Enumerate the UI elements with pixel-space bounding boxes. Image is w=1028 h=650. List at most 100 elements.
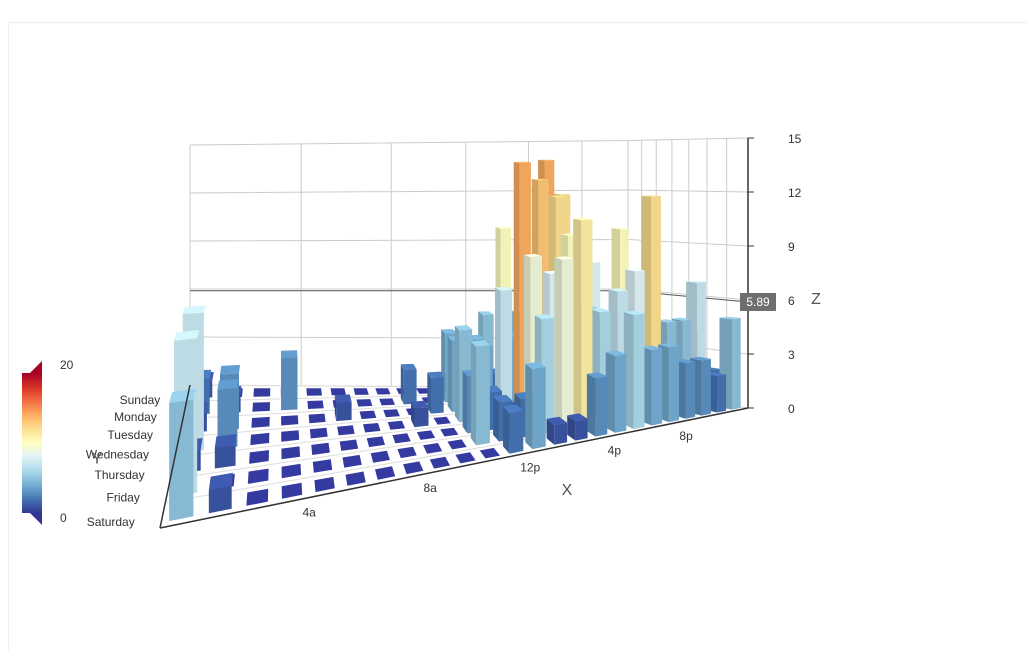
bar [387,420,406,430]
z-tick-label: 3 [788,348,795,362]
bar-top [375,388,391,395]
bar-top [447,439,467,450]
bar [546,416,568,445]
bar-top [433,416,451,425]
bar-side [546,418,555,445]
bar-top [495,226,511,229]
bar-front [403,369,417,405]
bar-top [247,468,269,484]
bar-top [281,446,301,460]
bar [403,461,424,475]
bar [247,468,269,484]
bar-top [375,466,396,480]
bar [375,466,396,480]
visual-map-min: 0 [60,511,67,525]
bar-front [431,377,444,414]
x-tick-label: 12p [520,461,540,475]
bar-top [308,413,326,424]
bar [356,399,373,407]
bar [400,363,417,405]
x-tick-label: 8a [423,481,437,495]
bar [281,446,301,460]
bar-front [701,358,711,416]
bar-front [476,345,490,446]
bar [309,427,328,439]
bar-top [249,450,269,464]
bar-top [252,402,270,412]
z-tick-label: 9 [788,240,795,254]
bar-top [591,308,611,313]
y-tick-label: Friday [107,491,140,505]
bar-top [217,379,239,390]
visual-map-bar [22,373,42,513]
bar [253,388,271,397]
bar [342,454,362,468]
bar-top [567,413,588,421]
bar-top [392,433,411,444]
z-tick-label: 12 [788,186,802,200]
bar [345,471,366,486]
bar-front [685,361,696,419]
bar-top [671,317,692,321]
bar-top [554,256,574,260]
bar-top [253,388,271,397]
bar-top [306,388,322,396]
visual-map-max: 20 [60,358,74,372]
bar [363,423,381,433]
bar-front [500,289,513,418]
bar-top [311,442,330,455]
bar-top [656,319,677,323]
bar [623,310,645,430]
x-tick-label: 8p [679,429,693,443]
z-tick-label: 0 [788,402,795,416]
bar [308,413,326,424]
bar [281,463,302,479]
bar [411,400,429,428]
bar-top [363,423,381,433]
bar [353,388,369,395]
bar-side [454,326,460,423]
bar [470,340,490,446]
bar [503,404,524,454]
bar [169,388,196,522]
bar [427,371,444,414]
bar [366,436,385,448]
bar-side [503,406,510,454]
bar-top [495,286,513,291]
bar-front [651,348,663,426]
bar [359,410,377,420]
bar-top [470,340,490,347]
bar-top [314,476,335,493]
bar [440,427,459,437]
axis-pointer-label: 5.89 [746,295,770,309]
bar-front [169,399,194,522]
bar-side [462,370,468,434]
bar-front [554,422,568,445]
bar-front [532,366,546,450]
bar-side [447,336,452,412]
bar-top [427,371,444,378]
bar-top [403,461,424,475]
panel-border [8,22,1028,650]
bar-top [400,363,417,370]
bar-top [411,400,429,409]
bar [479,447,500,459]
bar-top [356,399,373,407]
bar-side [334,395,337,422]
bar-side [411,401,415,428]
bar-top [538,159,555,161]
bar-top [440,427,459,437]
bar-top [220,364,240,375]
bar-top [307,400,324,409]
bar-front [615,354,627,433]
bar-top [674,359,696,364]
grid-line [189,137,749,146]
bar [429,456,450,469]
bar-side [493,396,499,442]
bar-top [370,450,390,463]
bar-front [509,410,524,454]
y-tick-label: Sunday [120,393,161,407]
bar-side [525,363,533,450]
bar-front [575,418,588,441]
